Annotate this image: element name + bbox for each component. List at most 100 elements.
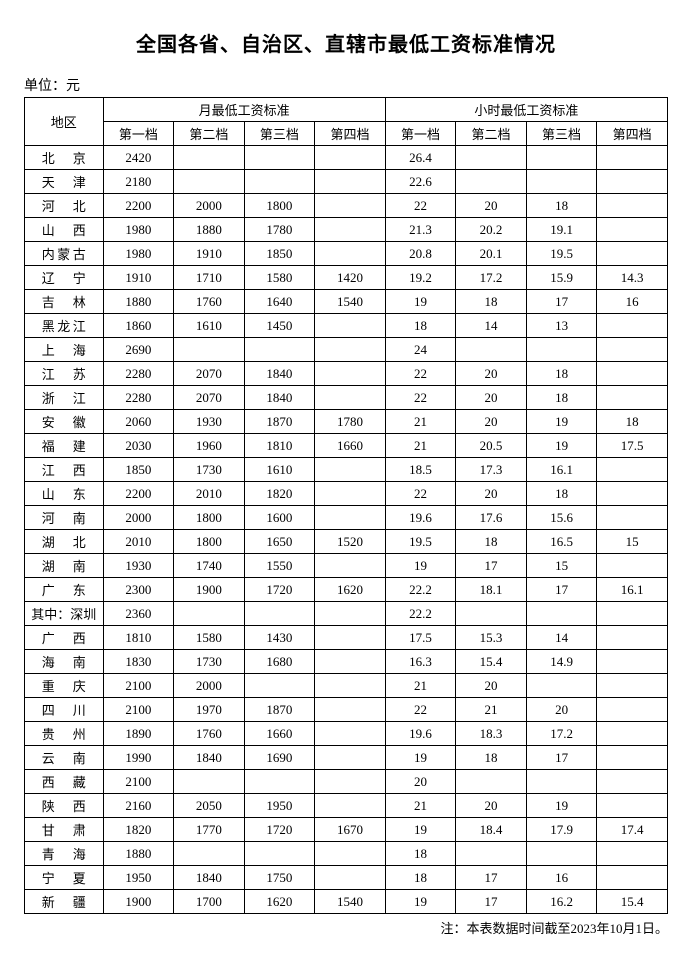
cell-value: 1780 [315, 410, 386, 434]
cell-value: 1650 [244, 530, 315, 554]
cell-value: 1990 [103, 746, 174, 770]
cell-value: 17.5 [385, 626, 456, 650]
cell-value [174, 146, 245, 170]
cell-value: 18 [456, 530, 527, 554]
table-row: 江 苏228020701840222018 [25, 362, 668, 386]
table-row: 新 疆1900170016201540191716.215.4 [25, 890, 668, 914]
cell-value: 17.9 [526, 818, 597, 842]
table-row: 陕 西216020501950212019 [25, 794, 668, 818]
cell-value [244, 170, 315, 194]
header-h-tier1: 第一档 [385, 122, 456, 146]
table-row: 宁 夏195018401750181716 [25, 866, 668, 890]
cell-value [597, 794, 668, 818]
cell-value: 19.1 [526, 218, 597, 242]
cell-region: 山 东 [25, 482, 104, 506]
table-row: 四 川210019701870222120 [25, 698, 668, 722]
cell-value [244, 146, 315, 170]
cell-value [456, 338, 527, 362]
cell-value: 20 [456, 482, 527, 506]
cell-value: 22 [385, 482, 456, 506]
cell-value: 18 [385, 866, 456, 890]
cell-value [315, 362, 386, 386]
header-h-tier2: 第二档 [456, 122, 527, 146]
cell-value: 2420 [103, 146, 174, 170]
table-row: 广 东230019001720162022.218.11716.1 [25, 578, 668, 602]
cell-value: 2100 [103, 770, 174, 794]
cell-value: 18 [385, 314, 456, 338]
cell-value: 19.5 [385, 530, 456, 554]
cell-value: 1540 [315, 890, 386, 914]
cell-value [315, 794, 386, 818]
table-row: 青 海188018 [25, 842, 668, 866]
cell-value: 1800 [174, 506, 245, 530]
cell-value [597, 506, 668, 530]
cell-value: 19 [526, 434, 597, 458]
cell-value: 1830 [103, 650, 174, 674]
cell-region: 辽宁 [25, 266, 104, 290]
cell-value: 1800 [244, 194, 315, 218]
cell-value [244, 602, 315, 626]
header-monthly: 月最低工资标准 [103, 98, 385, 122]
cell-region: 黑龙江 [25, 314, 104, 338]
cell-value: 2070 [174, 362, 245, 386]
cell-value: 2070 [174, 386, 245, 410]
cell-value: 1840 [244, 362, 315, 386]
cell-value: 2060 [103, 410, 174, 434]
cell-value: 1820 [244, 482, 315, 506]
cell-value: 1800 [174, 530, 245, 554]
cell-value: 1420 [315, 266, 386, 290]
table-row: 重 庆210020002120 [25, 674, 668, 698]
cell-value: 1850 [244, 242, 315, 266]
cell-region: 宁 夏 [25, 866, 104, 890]
table-row: 安 徽206019301870178021201918 [25, 410, 668, 434]
cell-value: 2100 [103, 698, 174, 722]
cell-value [526, 146, 597, 170]
cell-region: 山 西 [25, 218, 104, 242]
cell-region: 河 南 [25, 506, 104, 530]
cell-value [244, 842, 315, 866]
cell-value: 19 [526, 794, 597, 818]
cell-value: 2160 [103, 794, 174, 818]
header-m-tier1: 第一档 [103, 122, 174, 146]
cell-value [315, 770, 386, 794]
cell-value: 1550 [244, 554, 315, 578]
table-row: 河 南20001800160019.617.615.6 [25, 506, 668, 530]
table-row: 辽宁191017101580142019.217.215.914.3 [25, 266, 668, 290]
cell-value: 1870 [244, 698, 315, 722]
cell-value [174, 770, 245, 794]
cell-value: 2200 [103, 482, 174, 506]
cell-value: 2000 [174, 674, 245, 698]
cell-value [315, 314, 386, 338]
cell-value [597, 722, 668, 746]
page-title: 全国各省、自治区、直辖市最低工资标准情况 [24, 28, 668, 57]
cell-value [597, 194, 668, 218]
cell-value: 1840 [174, 746, 245, 770]
cell-value: 1780 [244, 218, 315, 242]
cell-value: 17 [526, 290, 597, 314]
cell-value: 18.1 [456, 578, 527, 602]
header-m-tier3: 第三档 [244, 122, 315, 146]
table-row: 贵州18901760166019.618.317.2 [25, 722, 668, 746]
cell-value: 16.2 [526, 890, 597, 914]
table-row: 福 建20301960181016602120.51917.5 [25, 434, 668, 458]
table-row: 其中：深圳236022.2 [25, 602, 668, 626]
cell-region: 河北 [25, 194, 104, 218]
cell-value [597, 602, 668, 626]
cell-value [244, 674, 315, 698]
table-row: 黑龙江186016101450181413 [25, 314, 668, 338]
cell-value: 19 [385, 290, 456, 314]
cell-value: 17 [526, 578, 597, 602]
cell-value [244, 338, 315, 362]
cell-value: 20 [456, 410, 527, 434]
cell-value: 1730 [174, 650, 245, 674]
cell-value: 24 [385, 338, 456, 362]
header-h-tier3: 第三档 [526, 122, 597, 146]
cell-value: 19.5 [526, 242, 597, 266]
cell-value [526, 842, 597, 866]
cell-value: 2100 [103, 674, 174, 698]
cell-region: 贵州 [25, 722, 104, 746]
cell-value: 1950 [103, 866, 174, 890]
cell-value: 16.3 [385, 650, 456, 674]
header-m-tier4: 第四档 [315, 122, 386, 146]
cell-value [597, 242, 668, 266]
